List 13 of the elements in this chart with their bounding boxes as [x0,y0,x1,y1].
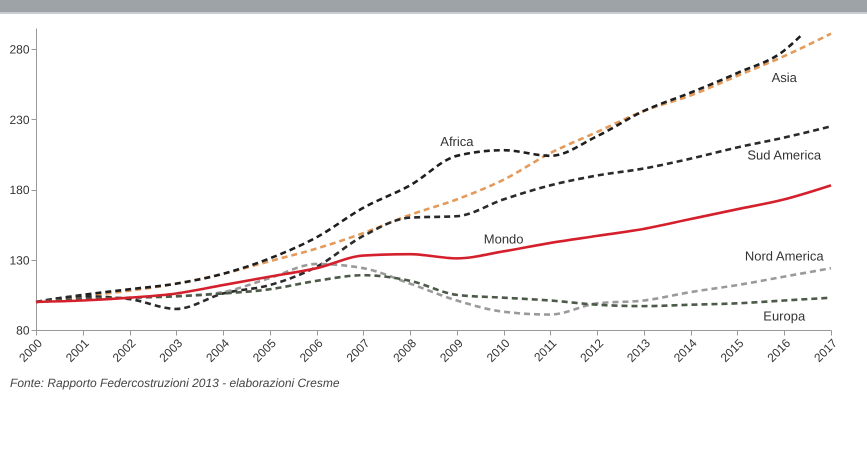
y-tick-label: 180 [9,183,30,198]
y-tick-label: 230 [9,112,30,127]
series-label: Nord America [744,248,824,264]
source-note: Fonte: Rapporto Federcostruzioni 2013 - elaborazioni Cresme [10,376,341,390]
series-label: Africa [440,134,474,149]
line-series [34,184,832,304]
series-label: Mondo [484,231,524,246]
series-label: Sud America [747,148,822,163]
series-label: Europa [763,308,806,324]
y-tick-label: 280 [9,42,30,57]
y-tick-label: 130 [9,253,30,268]
series-label: Asia [772,70,798,86]
y-tick-label: 80 [16,324,30,338]
